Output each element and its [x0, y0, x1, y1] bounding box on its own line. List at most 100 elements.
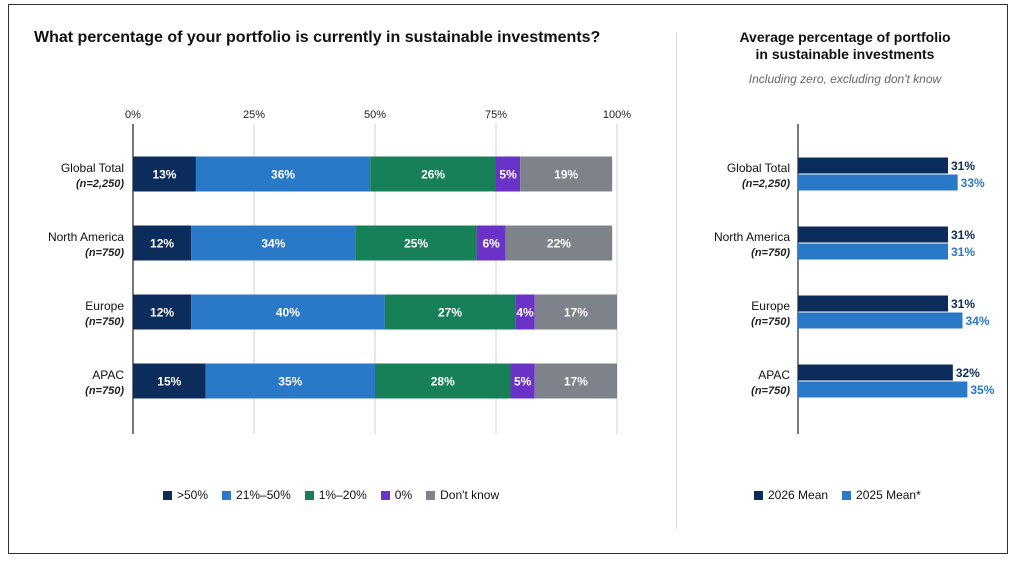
left-bar-value-label: 17% [564, 375, 588, 389]
left-bar-segment [370, 156, 496, 192]
left-x-tick-label: 0% [125, 109, 141, 121]
right-legend: 2026 Mean 2025 Mean* [754, 488, 921, 502]
right-legend-swatch [754, 490, 763, 500]
right-category-note: (n=750) [751, 316, 790, 328]
left-x-tick-label: 25% [243, 109, 265, 121]
right-legend-item: 2026 Mean [754, 488, 828, 502]
left-bar-segment [510, 363, 535, 399]
left-x-tick-label: 50% [364, 109, 386, 121]
right-chart-title-line1: Average percentage of portfolio [739, 29, 951, 45]
left-legend-item: 1%–20% [304, 488, 367, 502]
left-bar-value-label: 36% [271, 168, 295, 182]
left-category-label: Europe [85, 299, 124, 313]
left-bar-value-label: 6% [482, 237, 500, 251]
right-bar-value-label: 35% [970, 383, 994, 397]
right-bar-value-label: 31% [951, 245, 975, 259]
right-chart-subtitle: Including zero, excluding don't know [748, 72, 942, 86]
right-bar-value-label: 31% [951, 159, 975, 173]
left-legend-label: 1%–20% [318, 488, 367, 502]
right-category-note: (n=750) [751, 247, 790, 259]
right-bar-value-label: 33% [961, 176, 985, 190]
right-bar [798, 174, 958, 191]
left-legend-item: Don't know [426, 488, 499, 502]
left-bar-value-label: 22% [547, 237, 571, 251]
left-bar-segment [375, 363, 511, 399]
left-bar-value-label: 5% [514, 375, 532, 389]
left-bar-value-label: 35% [278, 375, 302, 389]
right-legend-label: 2025 Mean* [856, 488, 921, 502]
left-bar-value-label: 19% [554, 168, 578, 182]
left-legend-label: 21%–50% [236, 488, 291, 502]
left-category-label: North America [48, 230, 124, 244]
right-category-label: APAC [758, 368, 790, 382]
left-bar-value-label: 4% [516, 306, 534, 320]
left-bar-segment [534, 363, 617, 399]
right-legend-swatch [842, 490, 852, 500]
left-bar-segment [355, 225, 477, 261]
right-bar [798, 157, 948, 174]
left-legend-item: 0% [380, 488, 413, 502]
panel-divider [676, 32, 677, 529]
left-bar-value-label: 25% [404, 237, 428, 251]
left-bar-segment [191, 294, 385, 330]
left-legend-item: 21%–50% [222, 488, 291, 502]
left-bar-value-label: 12% [150, 306, 174, 320]
left-bar-segment [133, 156, 196, 192]
left-bar-segment [195, 156, 371, 192]
left-legend-swatch [163, 490, 172, 500]
left-bar-value-label: 40% [276, 306, 300, 320]
left-bar-segment [384, 294, 516, 330]
left-bar-segment [133, 225, 192, 261]
left-bar-segment [133, 294, 192, 330]
right-category-note: (n=2,250) [742, 178, 790, 190]
left-bar-value-label: 12% [150, 237, 174, 251]
right-bar-value-label: 31% [951, 228, 975, 242]
left-legend-swatch [380, 490, 390, 500]
right-bar [798, 381, 968, 398]
right-bar [798, 226, 948, 243]
left-bar-segment [476, 225, 506, 261]
left-legend-swatch [426, 490, 436, 500]
left-bar-value-label: 28% [431, 375, 455, 389]
right-bar-value-label: 32% [956, 366, 980, 380]
left-bar-segment [205, 363, 375, 399]
left-category-label: APAC [92, 368, 124, 382]
left-bar-segment [520, 156, 613, 192]
left-bar-segment [191, 225, 356, 261]
left-bar-segment [534, 294, 617, 330]
left-legend-swatch [304, 490, 314, 500]
left-bar-segment [515, 294, 535, 330]
chart-frame [8, 4, 1008, 554]
left-bar-segment [133, 363, 206, 399]
right-category-label: Global Total [727, 161, 790, 175]
left-bar-value-label: 26% [421, 168, 445, 182]
left-bar-value-label: 27% [438, 306, 462, 320]
left-x-tick-label: 75% [485, 109, 507, 121]
right-bar [798, 364, 953, 381]
right-category-label: North America [714, 230, 790, 244]
right-bar [798, 312, 963, 329]
left-legend: >50% 21%–50% 1%–20% 0% Don't know [163, 488, 499, 502]
left-chart-title: What percentage of your portfolio is cur… [34, 29, 601, 46]
right-bar [798, 295, 948, 312]
left-legend-swatch [222, 490, 232, 500]
right-chart-title-line2: in sustainable investments [755, 46, 935, 62]
left-bar-value-label: 5% [499, 168, 517, 182]
left-bar-segment [505, 225, 613, 261]
left-bar-value-label: 34% [261, 237, 285, 251]
right-legend-item: 2025 Mean* [842, 488, 921, 502]
right-legend-label: 2026 Mean [768, 488, 829, 502]
left-category-note: (n=2,250) [76, 178, 124, 190]
left-category-note: (n=750) [85, 316, 124, 328]
left-legend-label: Don't know [440, 488, 500, 502]
right-chart-title: Average percentage of portfolio in susta… [700, 29, 990, 63]
right-category-label: Europe [751, 299, 790, 313]
left-category-note: (n=750) [85, 385, 124, 397]
left-x-tick-label: 100% [603, 109, 631, 121]
left-category-note: (n=750) [85, 247, 124, 259]
right-bar [798, 243, 948, 260]
left-bar-value-label: 17% [564, 306, 588, 320]
left-bar-segment [496, 156, 521, 192]
left-legend-label: 0% [394, 488, 413, 502]
